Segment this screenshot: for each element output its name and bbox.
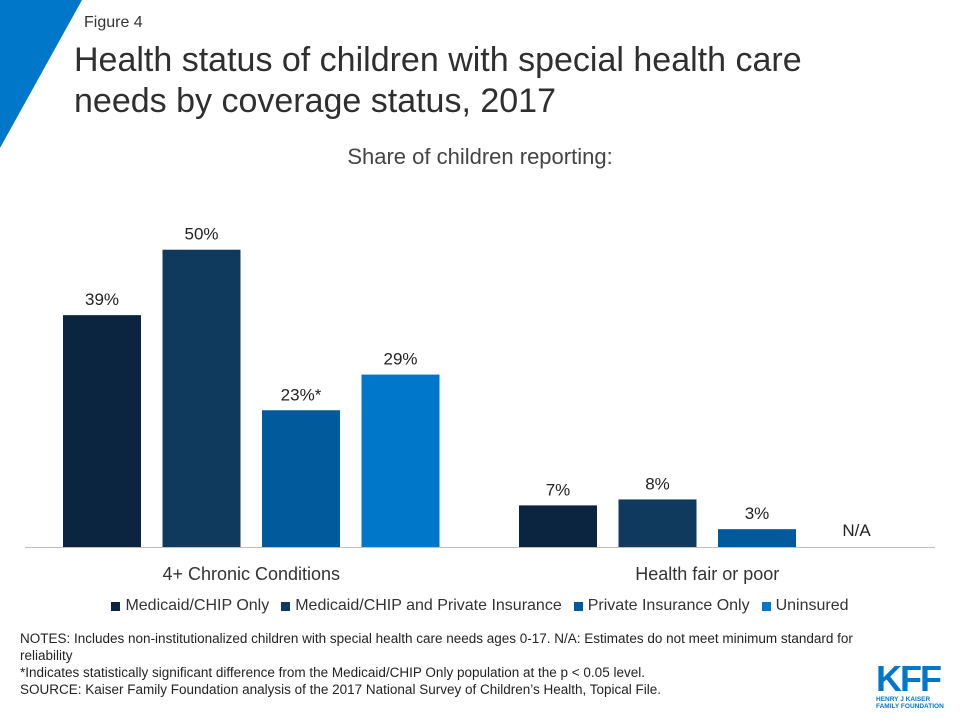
logo-mark: KFF: [876, 658, 942, 699]
source-note: SOURCE: Kaiser Family Foundation analysi…: [20, 682, 662, 697]
legend-item-private-only: Private Insurance Only: [573, 597, 750, 615]
data-label: 23%*: [281, 385, 322, 404]
logo-subtitle: HENRY J KAISER FAMILY FOUNDATION: [876, 696, 944, 710]
bar-chart: 39% 50% 23%* 29% 4+ Chronic Conditions 7% 8% 3%…: [25, 225, 935, 584]
data-label: 39%: [85, 290, 119, 309]
legend-item-uninsured: Uninsured: [761, 597, 849, 615]
category-label: Health fair or poor: [635, 564, 779, 584]
chart-notes: NOTES: Includes non-institutionalized ch…: [20, 630, 860, 698]
legend-item-medicaid-chip-private: Medicaid/CHIP and Private Insurance: [281, 597, 562, 615]
chart-legend: Medicaid/CHIP Only Medicaid/CHIP and Pri…: [0, 597, 960, 615]
bar: [361, 374, 440, 547]
chart-subtitle: Share of children reporting:: [347, 144, 613, 169]
significance-note: *Indicates statistically significant dif…: [20, 665, 645, 680]
bar: [162, 249, 241, 547]
bar: [618, 499, 697, 547]
legend-label: Medicaid/CHIP Only: [125, 597, 270, 614]
legend-item-medicaid-chip-only: Medicaid/CHIP Only: [111, 597, 269, 615]
category-label: 4+ Chronic Conditions: [162, 564, 340, 584]
legend-label: Uninsured: [775, 597, 849, 614]
legend-swatch: [761, 601, 771, 611]
legend-swatch: [111, 601, 121, 611]
data-label: 50%: [184, 225, 218, 244]
legend-swatch: [573, 601, 583, 611]
data-label: 7%: [546, 480, 571, 499]
legend-label: Private Insurance Only: [587, 597, 750, 614]
legend-swatch: [281, 601, 291, 611]
bar: [718, 529, 796, 547]
data-label: 8%: [645, 474, 670, 493]
legend-label: Medicaid/CHIP and Private Insurance: [295, 597, 562, 614]
figure-label: Figure 4: [84, 14, 143, 31]
data-label: N/A: [842, 521, 871, 540]
bar: [519, 505, 597, 547]
data-label: 29%: [383, 350, 417, 369]
data-label: 3%: [745, 504, 770, 523]
bar: [63, 315, 141, 547]
notes-text: NOTES: Includes non-institutionalized ch…: [20, 631, 853, 663]
corner-accent: [0, 0, 82, 148]
bar: [262, 410, 340, 547]
kff-logo: KFF HENRY J KAISER FAMILY FOUNDATION: [876, 658, 948, 711]
chart-title: Health status of children with special h…: [74, 41, 802, 120]
